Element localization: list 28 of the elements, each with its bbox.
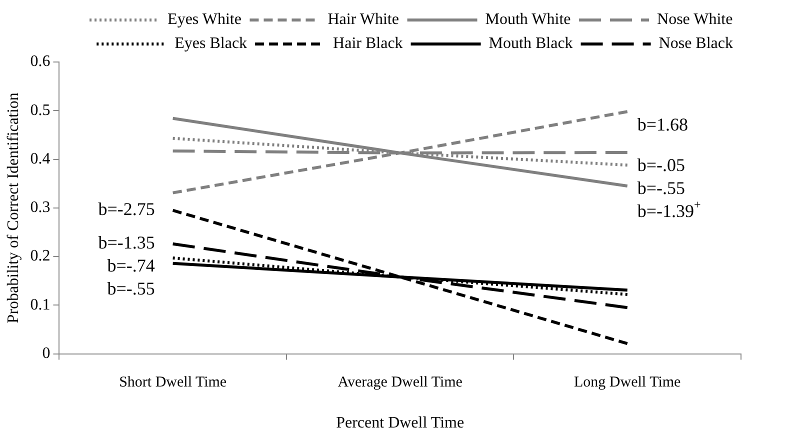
annotation: b=-.55 — [637, 178, 686, 198]
x-tick-label: Average Dwell Time — [338, 374, 463, 391]
legend-label: Hair Black — [333, 35, 403, 52]
annotation: b=1.68 — [637, 114, 688, 134]
y-tick-label: 0.5 — [30, 102, 50, 119]
y-tick-label: 0.4 — [30, 150, 50, 168]
annotation: b=-.05 — [637, 155, 686, 176]
annotation: b=-.74 — [107, 256, 155, 276]
legend-label: Nose White — [657, 11, 733, 28]
y-tick-label: 0.6 — [30, 53, 50, 70]
x-tick-label: Short Dwell Time — [119, 374, 227, 391]
x-axis-title: Percent Dwell Time — [336, 414, 464, 432]
annotation: b=-1.35 — [98, 232, 155, 253]
x-tick-label: Long Dwell Time — [574, 374, 682, 391]
y-axis-title: Probability of Correct Identification — [4, 92, 22, 324]
y-tick-label: 0.3 — [30, 199, 50, 216]
legend-label: Hair White — [328, 11, 399, 28]
y-tick-label: 0 — [42, 345, 50, 362]
annotation: b=-2.75 — [98, 199, 155, 220]
legend-label: Mouth White — [485, 11, 571, 28]
legend-label: Eyes Black — [174, 35, 248, 52]
y-tick-label: 0.1 — [30, 296, 50, 314]
legend-label: Nose Black — [658, 35, 733, 52]
legend-label: Mouth Black — [488, 35, 573, 52]
annotation: b=-.55 — [107, 278, 155, 299]
annotation: b=-1.39+ — [637, 198, 702, 222]
y-tick-label: 0.2 — [30, 248, 50, 265]
legend-label: Eyes White — [168, 11, 242, 28]
